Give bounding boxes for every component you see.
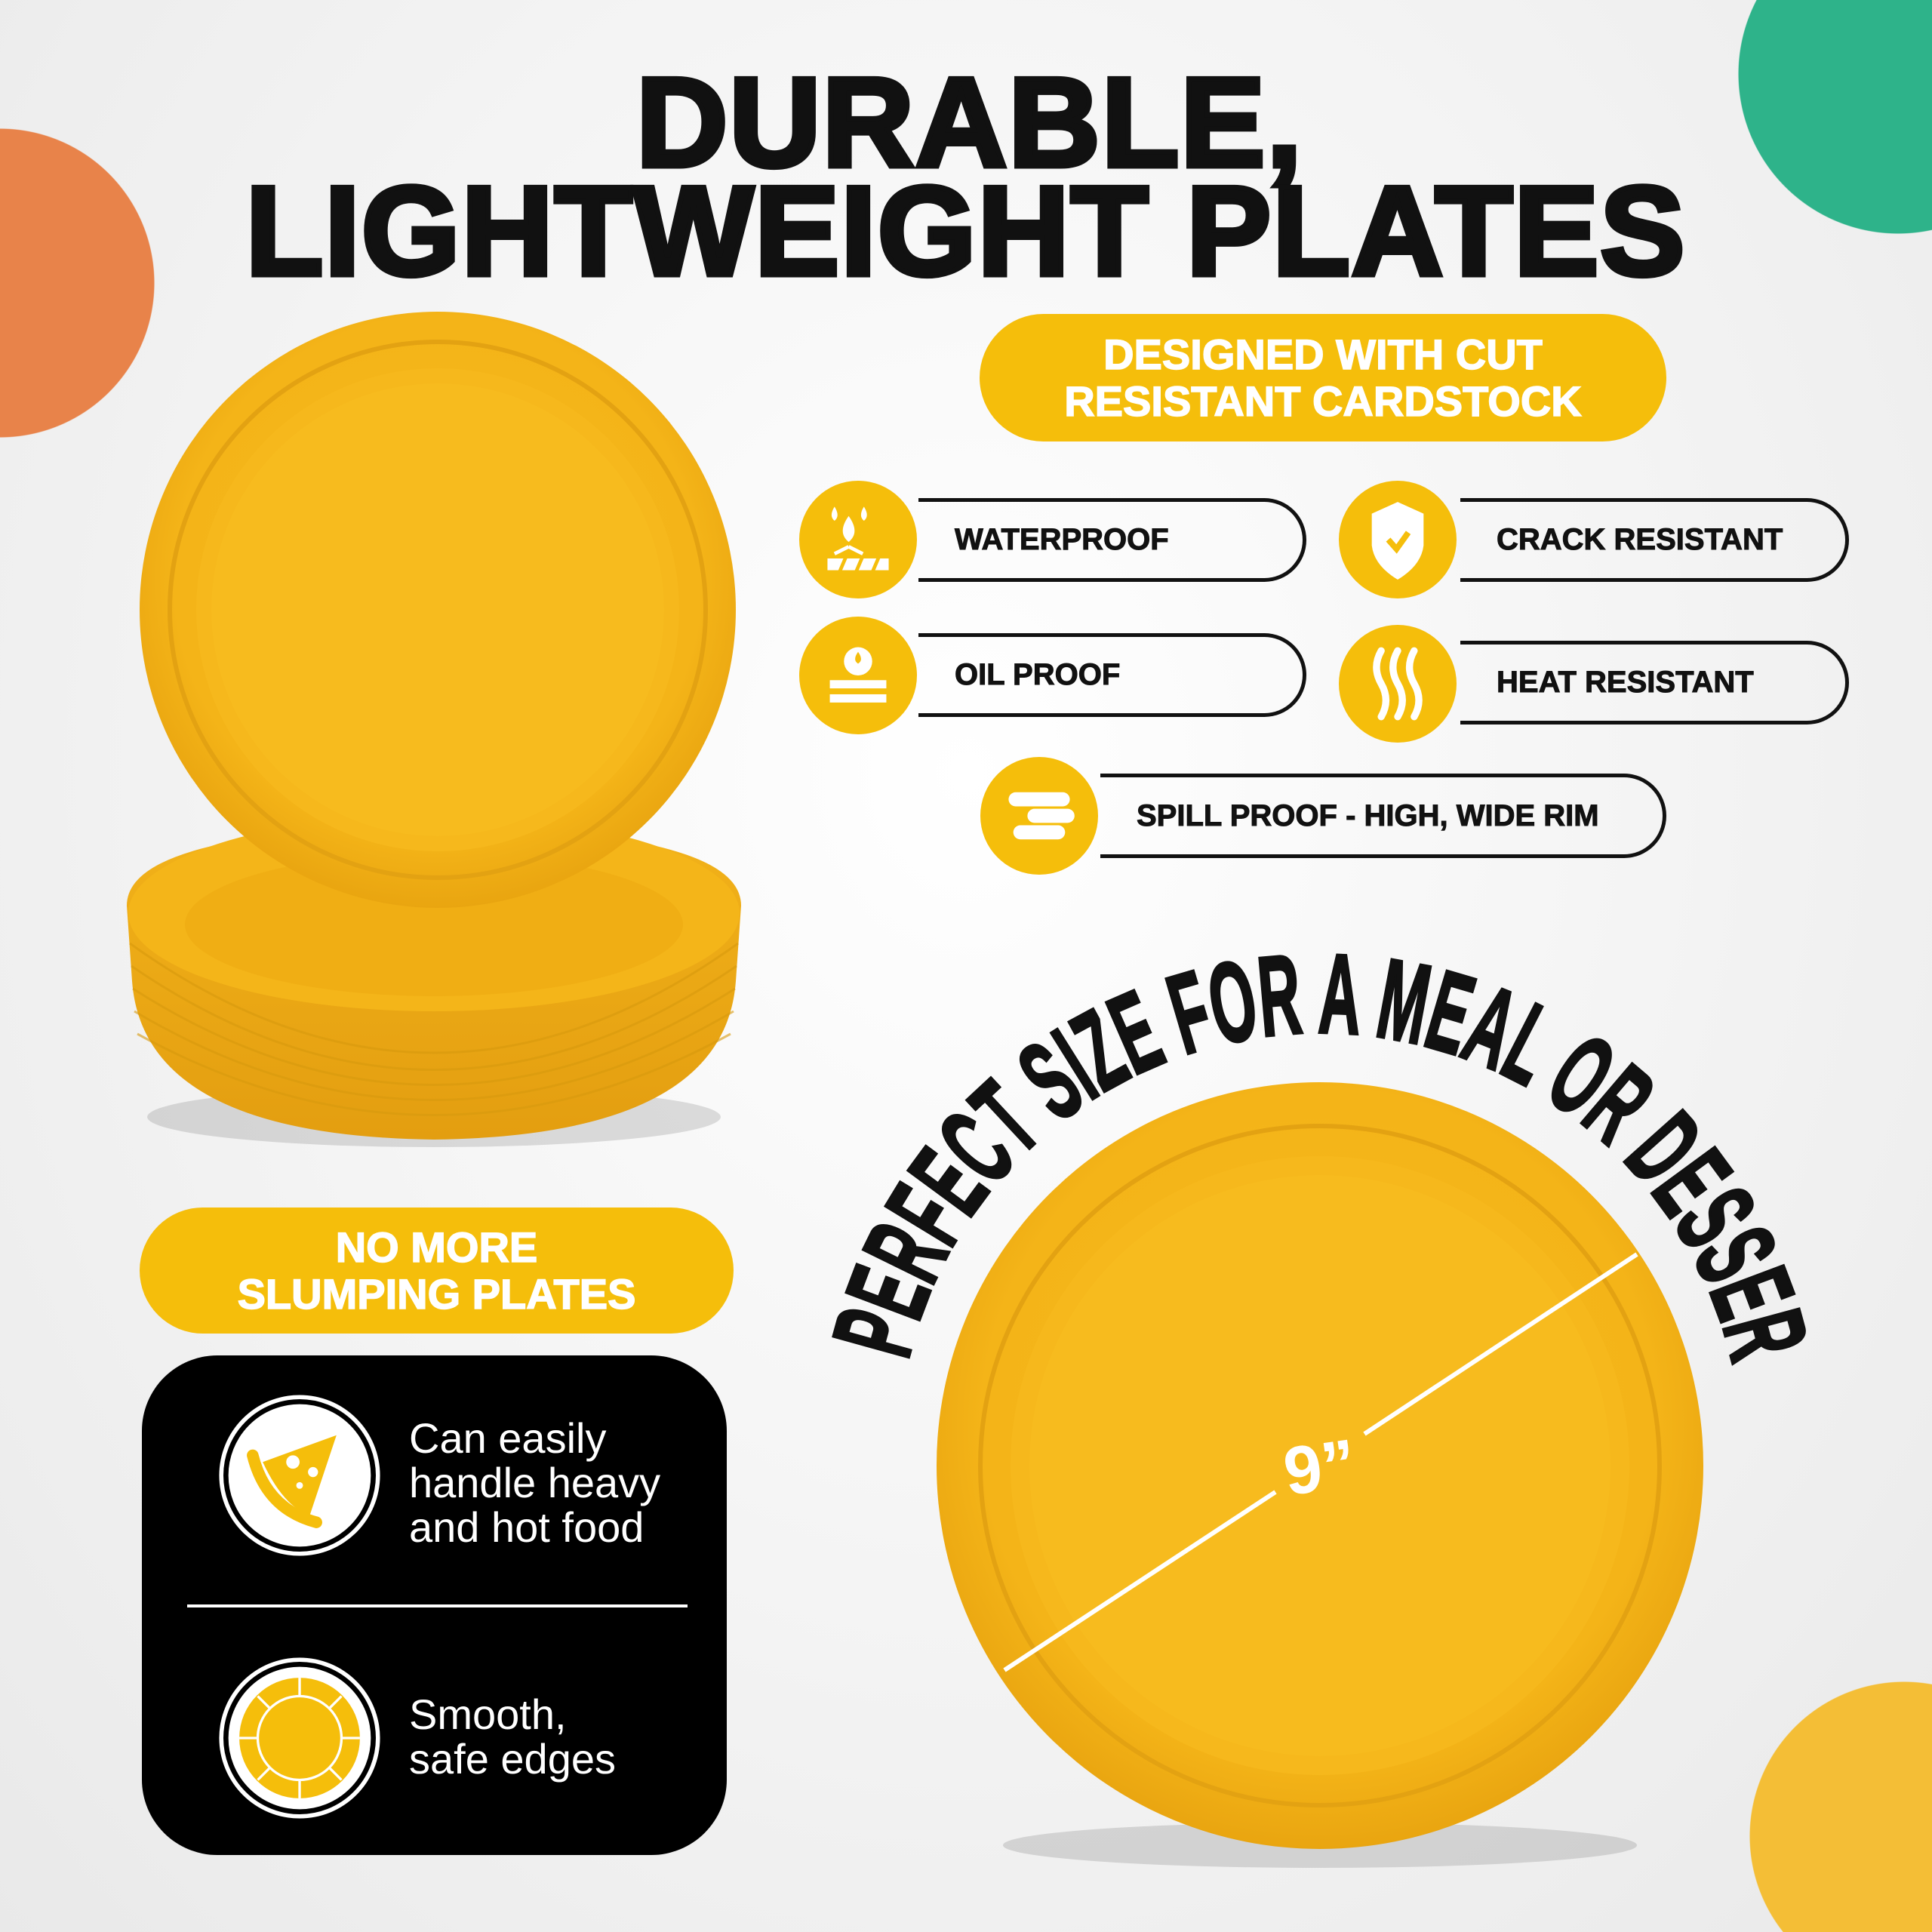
feature-pill: OIL PROOF (918, 633, 1306, 717)
benefit-line: Smooth, (409, 1690, 567, 1738)
orange-circle-decoration (0, 128, 155, 438)
slump-line1: NO MORE (335, 1223, 538, 1271)
feature-pill: SPILL PROOF - HIGH, WIDE RIM (1100, 774, 1666, 858)
feature-pill: HEAT RESISTANT (1460, 641, 1849, 724)
page-title-line1: DURABLE, (634, 51, 1305, 193)
cardstock-badge: DESIGNED WITH CUT RESISTANT CARDSTOCK (980, 314, 1666, 441)
benefit-line: and hot food (409, 1503, 645, 1551)
feature-label: CRACK RESISTANT (1496, 523, 1783, 557)
benefit-line: safe edges (409, 1735, 616, 1783)
diameter-label: 9” (1279, 1426, 1361, 1510)
green-circle-decoration (1738, 0, 1932, 235)
badge-line1: DESIGNED WITH CUT (1103, 330, 1543, 378)
diameter-line (1363, 1252, 1638, 1436)
feature-label: SPILL PROOF - HIGH, WIDE RIM (1137, 798, 1600, 832)
benefit-text-heavy-food: Can easily handle heavy and hot food (409, 1416, 660, 1549)
benefits-panel: Can easily handle heavy and hot food Smo… (142, 1355, 727, 1855)
feature-pill: CRACK RESISTANT (1460, 498, 1849, 582)
heat-waves-icon (1339, 625, 1457, 743)
slumping-badge: NO MORE SLUMPING PLATES (140, 1208, 734, 1334)
oil-drop-layers-icon (799, 617, 917, 734)
plate-edge-icon (216, 1654, 383, 1822)
benefit-line: handle heavy (409, 1459, 661, 1506)
page-title-line2: LIGHTWEIGHT PLATES (243, 160, 1687, 302)
benefit-text-safe-edges: Smooth, safe edges (409, 1692, 616, 1781)
slump-line2: SLUMPING PLATES (237, 1269, 636, 1318)
water-drops-icon (799, 481, 917, 598)
top-plate (140, 312, 736, 908)
feature-label: OIL PROOF (954, 658, 1121, 692)
benefit-line: Can easily (409, 1414, 607, 1462)
divider (187, 1604, 688, 1607)
diameter-line (1003, 1490, 1277, 1672)
plate-rim-icon (980, 757, 1098, 875)
shield-check-icon (1339, 481, 1457, 598)
feature-label: HEAT RESISTANT (1497, 666, 1755, 700)
feature-label: WATERPROOF (955, 523, 1170, 557)
badge-line2: RESISTANT CARDSTOCK (1063, 377, 1582, 425)
pizza-slice-icon (216, 1392, 383, 1559)
yellow-circle-decoration (1749, 1681, 1932, 1932)
large-plate (937, 1082, 1703, 1868)
feature-pill: WATERPROOF (918, 498, 1306, 582)
